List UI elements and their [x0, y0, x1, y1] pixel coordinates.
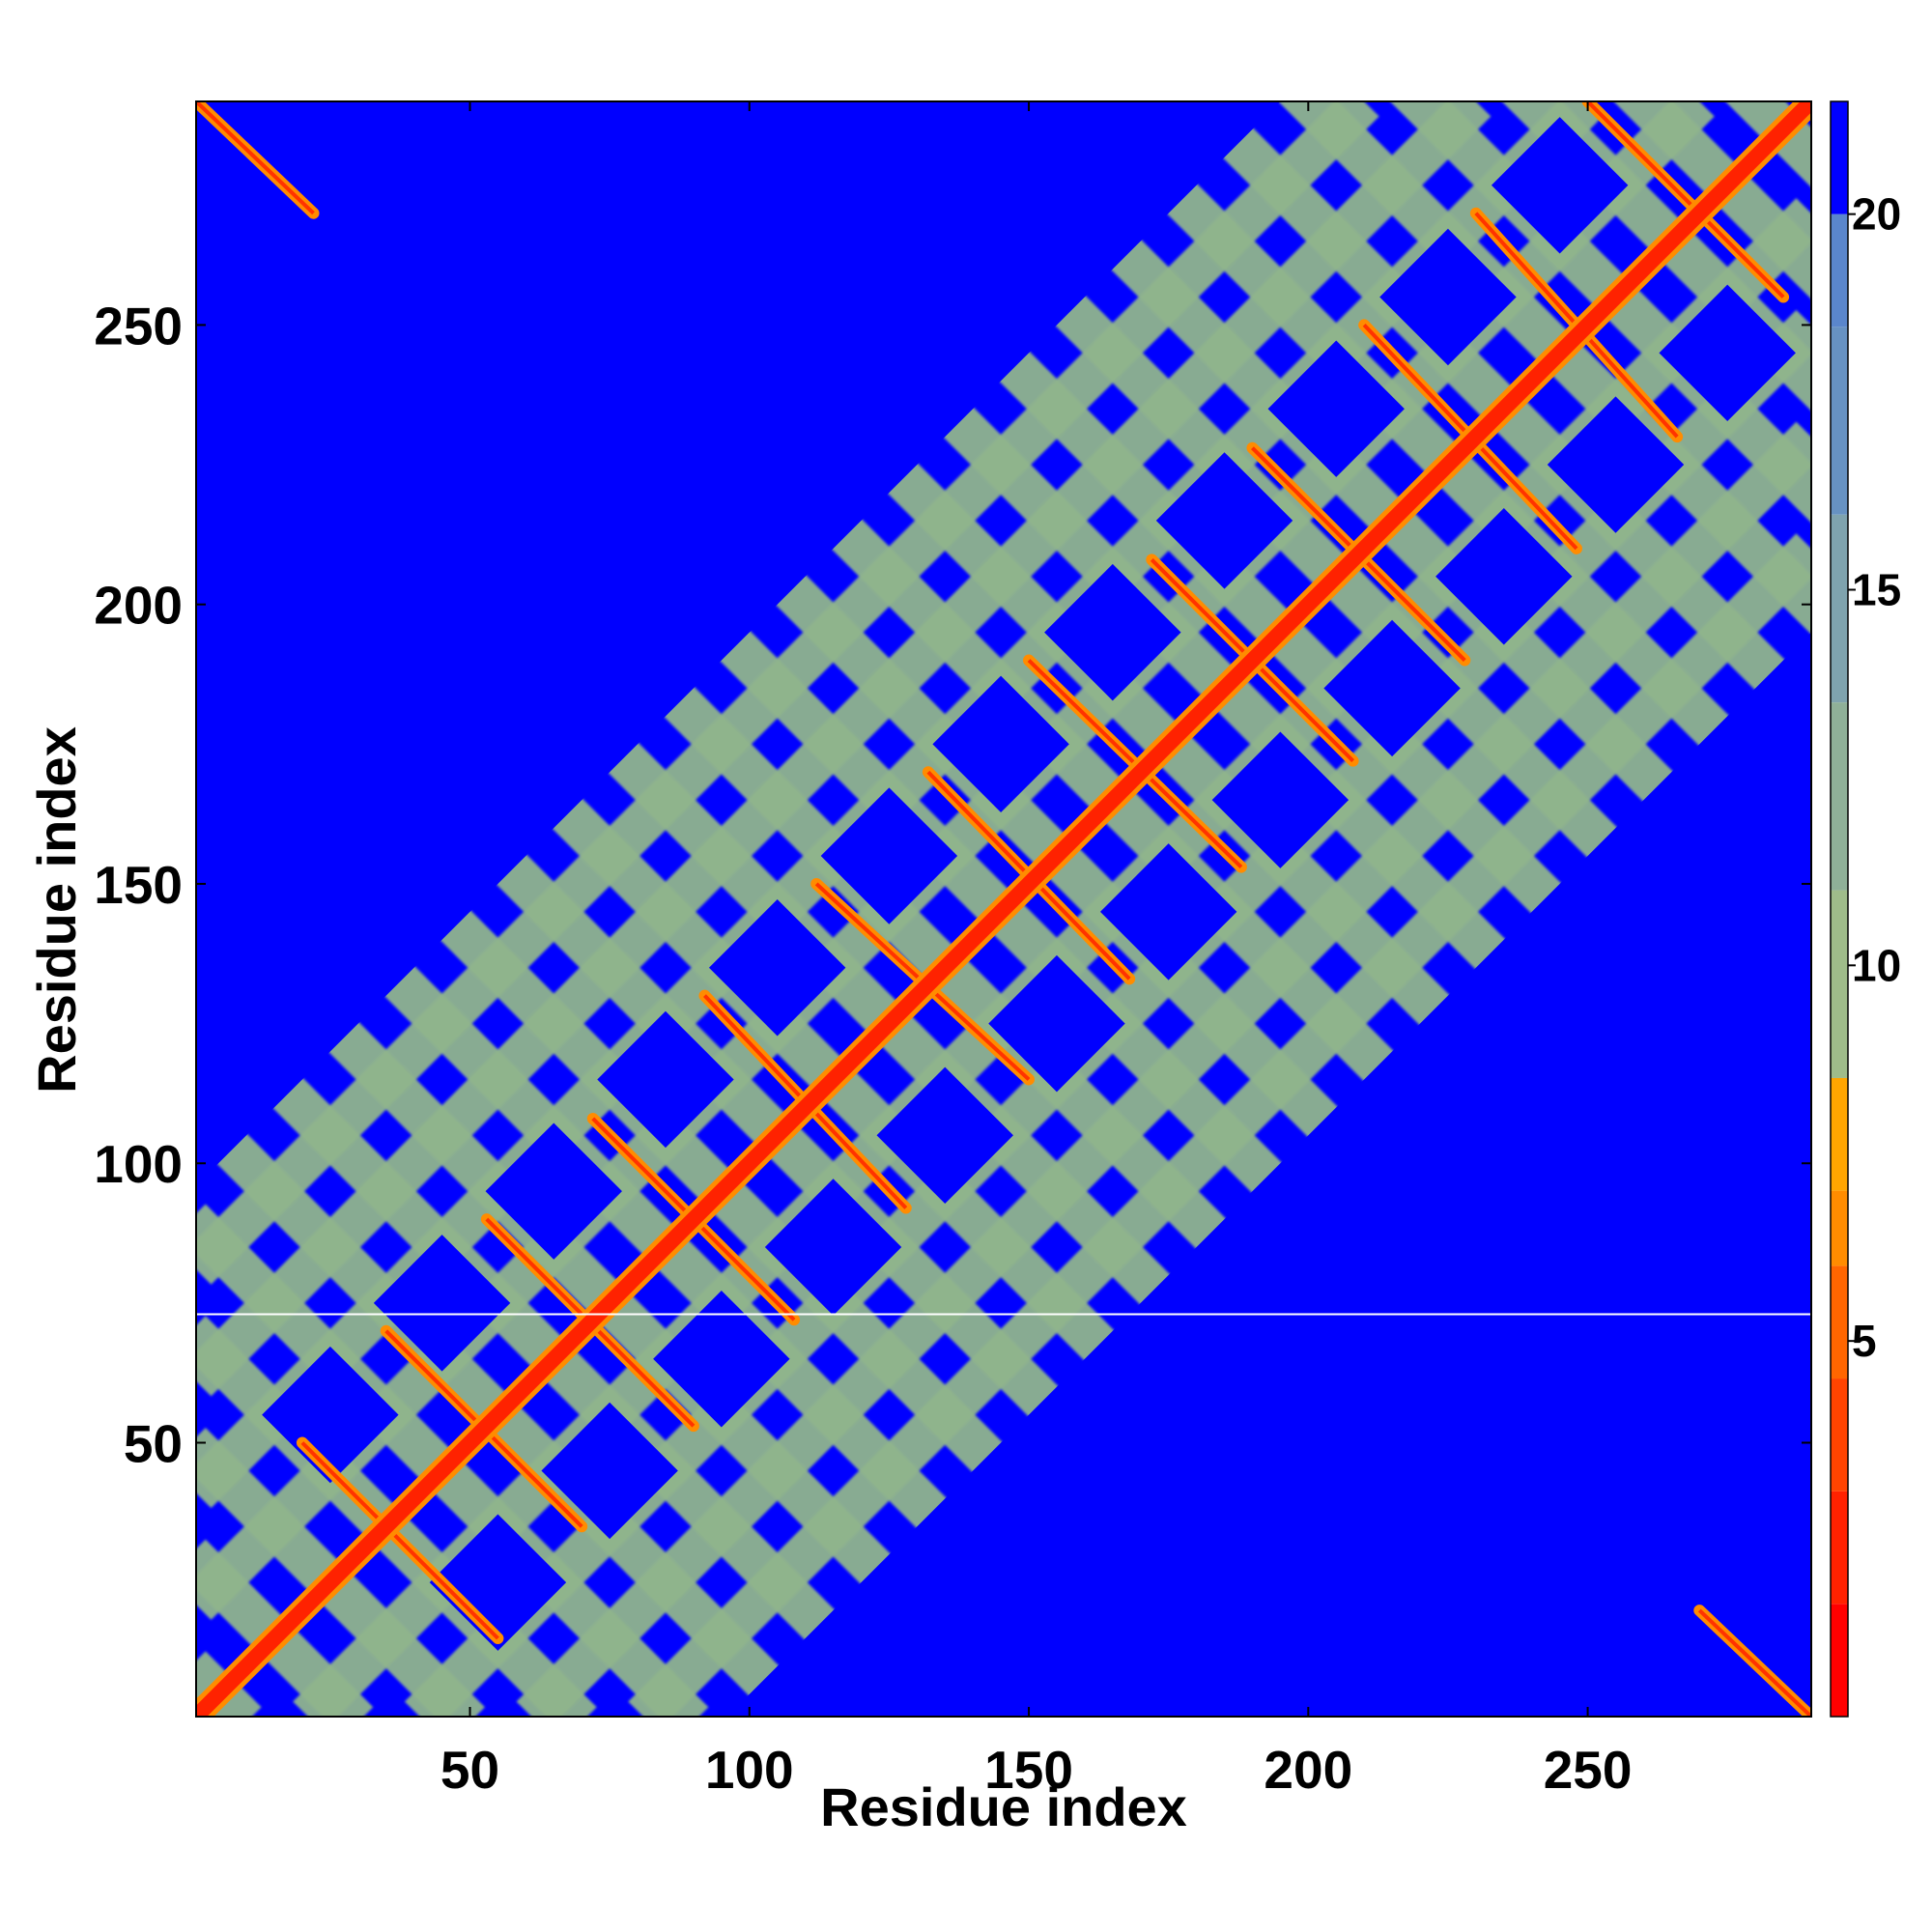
- blue-cell: [1044, 563, 1181, 701]
- colorbar-tick-label: 10: [1852, 940, 1901, 990]
- colorbar-frame: [1830, 100, 1849, 1718]
- blue-cell: [373, 1235, 511, 1372]
- colorbar-tick-label: 5: [1852, 1316, 1877, 1366]
- blue-cell: [429, 1514, 567, 1651]
- x-tick-label: 200: [1264, 1740, 1352, 1800]
- colorbar-segment: [1831, 327, 1848, 515]
- x-axis: 50 100 150 200 250: [440, 101, 1633, 1800]
- blue-cell: [876, 1066, 1013, 1205]
- x-axis-title: Residue index: [820, 1776, 1187, 1837]
- x-tick-label: 100: [705, 1740, 794, 1800]
- x-tick-label: 50: [440, 1740, 499, 1800]
- blue-cell: [820, 787, 958, 924]
- blue-cell: [485, 1122, 622, 1260]
- blue-cell: [1547, 396, 1685, 533]
- plot-frame: [195, 100, 1812, 1718]
- colorbar-segment: [1831, 1265, 1848, 1379]
- y-axis: 50 100 150 200 250: [94, 296, 1811, 1474]
- y-tick-label: 250: [94, 296, 183, 355]
- x-tick-label: 250: [1544, 1740, 1633, 1800]
- red-strand-core: [196, 101, 315, 215]
- blue-cell: [1435, 508, 1573, 645]
- parallel-band: [628, 533, 1811, 1717]
- far-region-mask: [196, 101, 1811, 1717]
- blue-cell: [262, 1346, 399, 1484]
- red-strand-core: [1586, 101, 1785, 298]
- colorbar-segment: [1831, 1077, 1848, 1191]
- parallel-band: [196, 101, 1492, 1397]
- colorbar-segment: [1831, 101, 1848, 214]
- blue-cell: [1155, 452, 1293, 589]
- parallel-band: [516, 421, 1811, 1717]
- colorbar-segment: [1831, 514, 1848, 703]
- colorbar-segment: [1831, 213, 1848, 327]
- colorbar-segment: [1831, 890, 1848, 1078]
- x-tick-label: 150: [984, 1740, 1073, 1800]
- y-tick-label: 150: [94, 855, 183, 915]
- y-tick-label: 100: [94, 1134, 183, 1194]
- parallel-band: [196, 101, 1379, 1285]
- y-tick-label: 200: [94, 576, 183, 636]
- blue-cell: [764, 1179, 902, 1316]
- blue-cell: [597, 1010, 734, 1149]
- blue-cell: [1323, 619, 1461, 757]
- colorbar-tick-label: 20: [1852, 189, 1901, 240]
- colorbar-segment: [1831, 1190, 1848, 1266]
- blue-cell: [1211, 731, 1350, 868]
- blue-cell: [708, 899, 846, 1037]
- blue-cell: [541, 1402, 678, 1540]
- colorbar-segment: [1831, 702, 1848, 891]
- blue-cell: [1379, 228, 1517, 366]
- mask-lower: [726, 632, 1811, 1717]
- blue-cells: [262, 117, 1796, 1651]
- blue-cell: [988, 954, 1125, 1093]
- y-tick-label: 50: [124, 1414, 183, 1474]
- y-axis-title: Residue index: [26, 726, 87, 1094]
- main-diagonal: [196, 101, 1811, 1717]
- blue-cell: [1659, 284, 1796, 422]
- heatmap-layer: [196, 101, 1811, 1717]
- blue-cell: [1099, 843, 1237, 980]
- blue-cell: [653, 1291, 790, 1428]
- colorbar-tick-label: 15: [1852, 564, 1901, 614]
- mask-upper: [196, 101, 1281, 1186]
- colorbar-segment: [1831, 1491, 1848, 1605]
- red-strand-core: [300, 1441, 499, 1640]
- colorbar: 5 10 15 20: [1830, 100, 1901, 1718]
- red-strand-core: [1697, 1608, 1811, 1717]
- colorbar-segment: [1831, 1604, 1848, 1717]
- colorbar-segment: [1831, 1378, 1848, 1492]
- blue-cell: [1267, 340, 1405, 477]
